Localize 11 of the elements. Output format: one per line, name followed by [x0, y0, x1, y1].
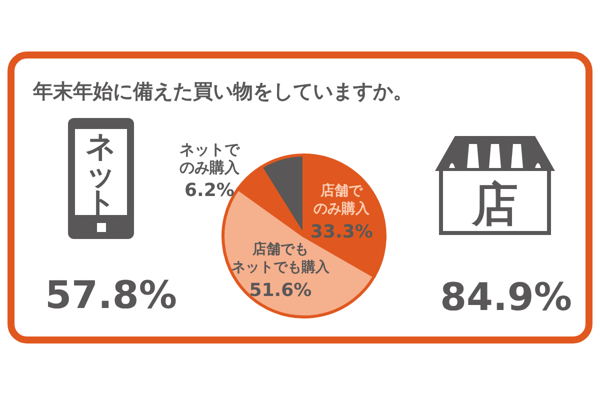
data-label: 6.2%	[184, 180, 234, 202]
slice-label: 店舗でもネットでも購入	[231, 240, 330, 276]
chart-title: 年末年始に備えた買い物をしていますか。	[32, 79, 413, 103]
text: ネット	[86, 130, 116, 220]
data-label: 51.6%	[249, 280, 312, 302]
text: 57.8%	[45, 273, 177, 317]
text: 84.9%	[440, 275, 572, 319]
data-label: 33.3%	[310, 222, 373, 243]
text: 店	[471, 177, 518, 231]
slice-label: 店舗でのみ購入	[314, 182, 371, 218]
slice-label: ネットでのみ購入	[179, 140, 240, 177]
